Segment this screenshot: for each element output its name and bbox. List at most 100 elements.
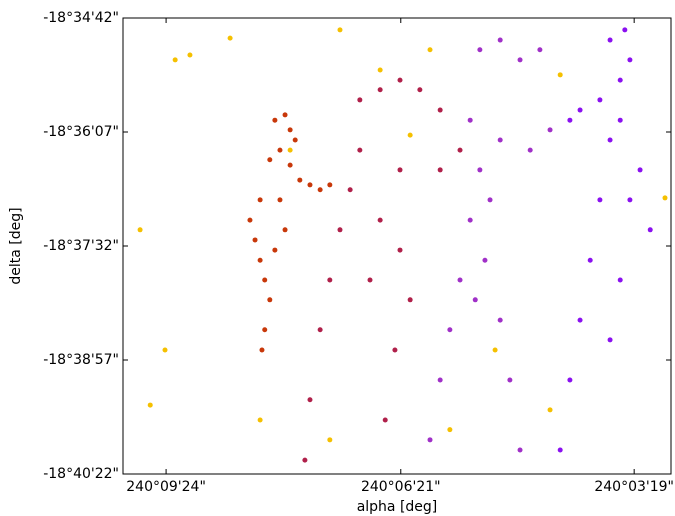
point bbox=[527, 147, 533, 153]
point bbox=[557, 72, 563, 78]
y-tick-label: -18°38'57" bbox=[43, 352, 119, 368]
point bbox=[607, 137, 613, 143]
x-tick-label: 240°06'21" bbox=[361, 479, 441, 495]
y-tick-label: -18°37'32" bbox=[43, 238, 119, 254]
point bbox=[377, 87, 383, 93]
point bbox=[257, 257, 263, 263]
point bbox=[497, 317, 503, 323]
point bbox=[357, 147, 363, 153]
point bbox=[607, 337, 613, 343]
point bbox=[247, 217, 253, 223]
point bbox=[337, 27, 343, 33]
point bbox=[437, 377, 443, 383]
point bbox=[377, 217, 383, 223]
point bbox=[382, 417, 388, 423]
point bbox=[317, 187, 323, 193]
x-tick-label: 240°03'19" bbox=[594, 479, 674, 495]
point bbox=[627, 197, 633, 203]
point bbox=[162, 347, 168, 353]
point bbox=[477, 167, 483, 173]
point bbox=[567, 377, 573, 383]
point bbox=[557, 447, 563, 453]
point bbox=[172, 57, 178, 63]
point bbox=[282, 227, 288, 233]
point bbox=[637, 167, 643, 173]
point bbox=[477, 47, 483, 53]
point bbox=[302, 457, 308, 463]
point bbox=[292, 137, 298, 143]
plot-frame bbox=[122, 17, 672, 475]
point bbox=[607, 37, 613, 43]
point bbox=[407, 297, 413, 303]
point bbox=[627, 57, 633, 63]
point bbox=[267, 297, 273, 303]
point bbox=[457, 277, 463, 283]
point bbox=[287, 162, 293, 168]
x-tick-label: 240°09'24" bbox=[126, 479, 206, 495]
point bbox=[297, 177, 303, 183]
point bbox=[622, 27, 628, 33]
point bbox=[257, 197, 263, 203]
point bbox=[397, 167, 403, 173]
point bbox=[447, 327, 453, 333]
point bbox=[252, 237, 258, 243]
point bbox=[647, 227, 653, 233]
point bbox=[257, 417, 263, 423]
point bbox=[417, 87, 423, 93]
point bbox=[497, 137, 503, 143]
y-tick-label: -18°34'42" bbox=[43, 10, 119, 26]
point bbox=[259, 347, 265, 353]
point bbox=[617, 277, 623, 283]
point bbox=[367, 277, 373, 283]
point bbox=[437, 107, 443, 113]
point bbox=[507, 377, 513, 383]
y-axis-label: delta [deg] bbox=[8, 207, 24, 284]
point bbox=[487, 197, 493, 203]
point bbox=[567, 117, 573, 123]
point bbox=[517, 447, 523, 453]
point bbox=[577, 317, 583, 323]
point bbox=[187, 52, 193, 58]
point bbox=[482, 257, 488, 263]
point bbox=[267, 157, 273, 163]
point bbox=[282, 112, 288, 118]
point bbox=[397, 77, 403, 83]
point bbox=[357, 97, 363, 103]
point bbox=[327, 437, 333, 443]
point bbox=[517, 57, 523, 63]
point bbox=[227, 35, 233, 41]
point bbox=[277, 147, 283, 153]
point bbox=[397, 247, 403, 253]
point bbox=[377, 67, 383, 73]
point bbox=[577, 107, 583, 113]
point bbox=[537, 47, 543, 53]
point bbox=[287, 127, 293, 133]
point bbox=[262, 277, 268, 283]
point bbox=[467, 117, 473, 123]
point bbox=[467, 217, 473, 223]
point bbox=[597, 97, 603, 103]
point bbox=[317, 327, 323, 333]
point bbox=[617, 117, 623, 123]
point bbox=[272, 117, 278, 123]
point bbox=[617, 77, 623, 83]
y-tick-label: -18°36'07" bbox=[43, 124, 119, 140]
point bbox=[327, 277, 333, 283]
point bbox=[307, 397, 313, 403]
y-tick-label: -18°40'22" bbox=[43, 466, 119, 482]
point bbox=[547, 407, 553, 413]
point bbox=[492, 347, 498, 353]
point bbox=[307, 182, 313, 188]
point bbox=[547, 127, 553, 133]
point bbox=[472, 297, 478, 303]
point bbox=[392, 347, 398, 353]
point bbox=[457, 147, 463, 153]
point bbox=[277, 197, 283, 203]
point bbox=[427, 437, 433, 443]
point bbox=[147, 402, 153, 408]
point bbox=[287, 147, 293, 153]
point bbox=[337, 227, 343, 233]
point bbox=[272, 247, 278, 253]
point bbox=[587, 257, 593, 263]
